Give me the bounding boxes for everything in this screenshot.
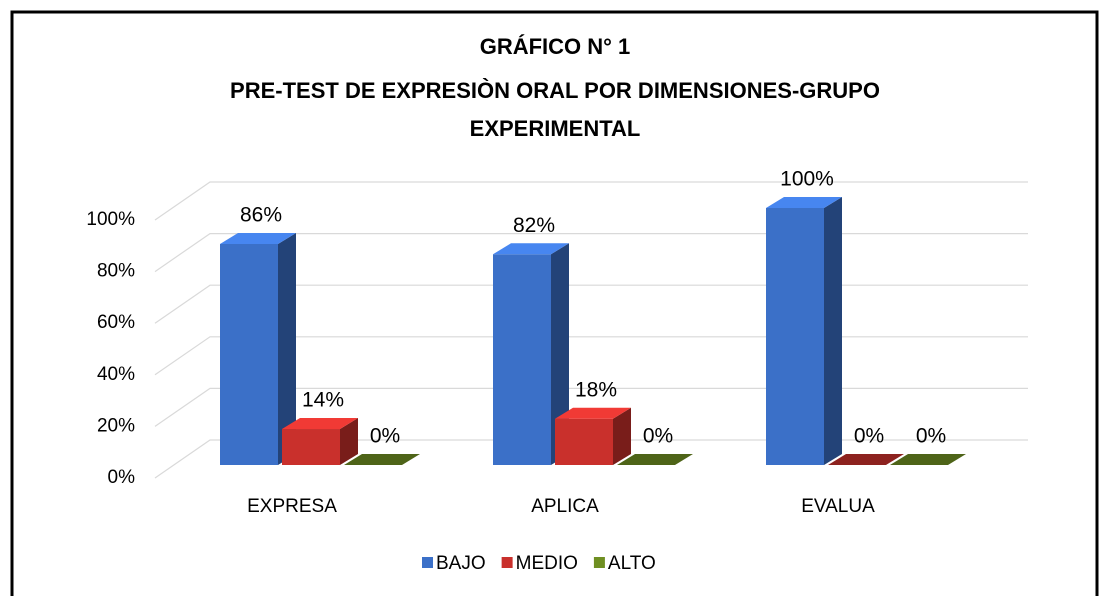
value-label: 0% (916, 425, 946, 448)
grid-line (154, 233, 1028, 273)
bar-top (282, 418, 358, 430)
bar (828, 454, 904, 465)
bar-front (493, 254, 551, 465)
y-tick-label: 80% (97, 261, 135, 282)
bar-side (340, 418, 358, 465)
y-tick-label: 60% (97, 312, 135, 333)
grid-line (154, 336, 1028, 376)
bar (493, 243, 569, 465)
bar-side (613, 407, 631, 465)
legend-swatch (593, 557, 605, 568)
bar-top (493, 243, 569, 255)
value-label: 86% (240, 204, 282, 227)
legend-label: ALTO (608, 553, 656, 574)
bar-front (555, 418, 613, 465)
bar-front (282, 429, 340, 465)
grid-line (154, 387, 1028, 427)
value-label: 18% (575, 378, 617, 401)
chart-title: PRE-TEST DE EXPRESIÒN ORAL POR DIMENSION… (230, 78, 880, 103)
bar-top (555, 407, 631, 419)
y-tick-label: 100% (86, 209, 135, 230)
bar (282, 418, 358, 465)
y-tick-label: 20% (97, 415, 135, 436)
bar-top (344, 454, 420, 465)
bar-side (278, 232, 296, 465)
chart-title: GRÁFICO N° 1 (480, 34, 631, 59)
value-label: 14% (302, 389, 344, 412)
bar (890, 454, 966, 465)
legend-label: BAJO (436, 553, 486, 574)
bar-top (828, 454, 904, 465)
value-label: 0% (854, 425, 884, 448)
legend-label: MEDIO (516, 553, 578, 574)
y-tick-label: 40% (97, 364, 135, 385)
x-tick-label: EXPRESA (247, 496, 337, 517)
y-tick-label: 0% (108, 467, 136, 488)
chart-title: EXPERIMENTAL (470, 116, 641, 141)
grid-line (154, 181, 1028, 221)
value-label: 0% (370, 425, 400, 448)
value-label: 82% (513, 214, 555, 237)
bar (220, 232, 296, 465)
bar-front (766, 208, 824, 465)
x-tick-label: APLICA (531, 496, 599, 517)
bar-top (890, 454, 966, 465)
x-tick-label: EVALUA (801, 496, 875, 517)
value-label: 100% (780, 168, 834, 191)
bar-side (551, 243, 569, 465)
grid-line (154, 284, 1028, 324)
bar-top (617, 454, 693, 465)
legend-swatch (422, 557, 433, 568)
bar (555, 407, 631, 465)
bar (766, 197, 842, 465)
bar-top (220, 232, 296, 244)
bar (344, 454, 420, 465)
bar (617, 454, 693, 465)
grid-line (154, 439, 1028, 479)
bar-side (824, 197, 842, 465)
legend-swatch (501, 557, 513, 568)
bar-top (766, 197, 842, 208)
value-label: 0% (643, 425, 673, 448)
bar-front (220, 243, 278, 465)
frame (10, 10, 1099, 596)
